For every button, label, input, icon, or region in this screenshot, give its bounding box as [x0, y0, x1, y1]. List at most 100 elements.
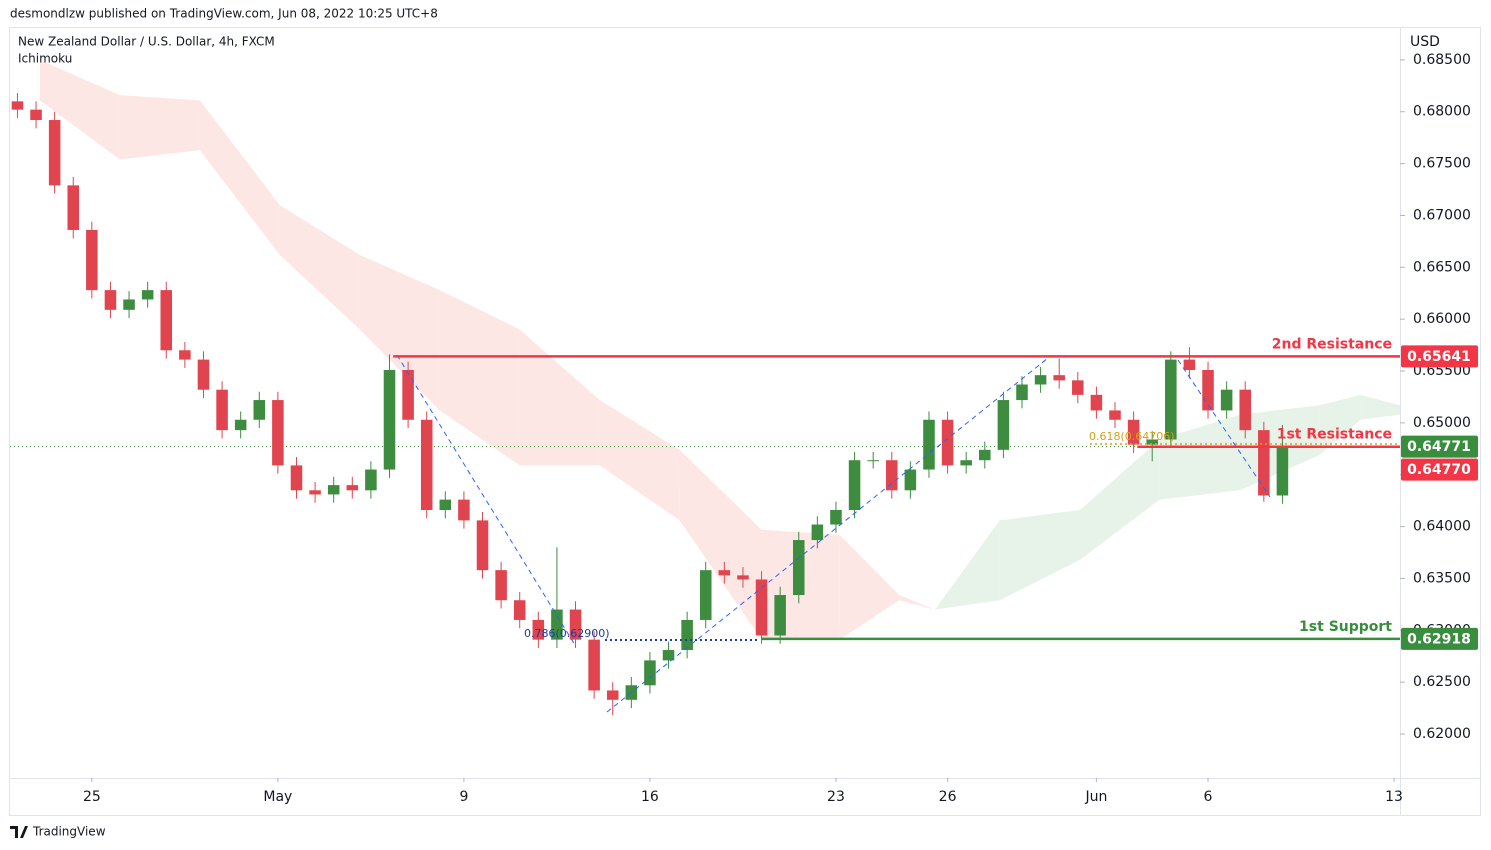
currency-label: USD [1410, 34, 1440, 50]
y-tick-label: 0.63500 [1413, 570, 1471, 586]
cloud-segment [839, 534, 900, 640]
candle-body [290, 465, 303, 491]
candles [11, 93, 1289, 716]
candle-body [141, 290, 154, 300]
price-box-bg [1401, 458, 1478, 481]
candle-body [30, 109, 42, 121]
candle-body [420, 419, 433, 510]
ichimoku-cloud [10, 59, 1400, 640]
candle-body [904, 469, 917, 491]
brand-name: TradingView [32, 825, 106, 839]
fib-label: 0.618(0.64706) [1089, 430, 1175, 443]
y-tick-label: 0.65000 [1413, 415, 1471, 431]
candle-body [104, 290, 117, 310]
level-name: 2nd Resistance [1272, 336, 1392, 352]
candle-body [886, 460, 898, 491]
y-tick-label: 0.67000 [1413, 207, 1471, 223]
x-tick-label: 16 [641, 789, 659, 805]
candle-body [402, 369, 414, 420]
cloud-segment [999, 509, 1081, 601]
candle-body [327, 485, 340, 495]
candle-body [867, 460, 879, 462]
candle-body [48, 120, 61, 186]
y-tick-label: 0.66500 [1413, 259, 1471, 275]
candle-body [960, 460, 972, 466]
candle-body [1146, 439, 1158, 445]
cloud-segment [679, 449, 762, 640]
candle-body [588, 639, 600, 691]
y-tick-label: 0.68500 [1413, 52, 1471, 68]
candle-body [718, 570, 731, 576]
candle-body [309, 490, 321, 495]
candle-body [1072, 380, 1084, 395]
cloud-segment [119, 95, 200, 160]
candle-body [774, 595, 786, 636]
candle-body [476, 520, 489, 571]
price-box-bg [1401, 435, 1478, 458]
y-tick-label: 0.64000 [1413, 519, 1471, 535]
y-tick-label: 0.66000 [1413, 311, 1471, 327]
candle-body [234, 419, 247, 431]
brand-logo: TradingView [10, 825, 106, 839]
candle-body [495, 570, 507, 601]
candle-body [253, 400, 266, 420]
cloud-segment [1080, 439, 1160, 560]
fib-label: 0.786(0.62900) [524, 627, 610, 640]
x-tick-label: 23 [827, 789, 845, 805]
x-tick-label: 9 [459, 789, 468, 805]
x-tick-label: Jun [1084, 789, 1107, 805]
cloud-segment [519, 329, 600, 466]
x-tick-label: 25 [83, 789, 101, 805]
y-tick-label: 0.62000 [1413, 726, 1471, 742]
cloud-segment [279, 205, 360, 330]
candle-body [699, 570, 712, 620]
publisher-line: desmondlzw published on TradingView.com,… [10, 7, 438, 21]
candle-body [179, 350, 191, 360]
candle-body [1034, 375, 1047, 385]
candle-body [458, 499, 470, 521]
cloud-segment [599, 400, 680, 521]
candle-body [830, 509, 842, 525]
candle-body [923, 419, 935, 470]
symbol-title: New Zealand Dollar / U.S. Dollar, 4h, FX… [18, 35, 275, 49]
candle-body [737, 575, 749, 580]
cloud-segment [899, 595, 935, 610]
candle-body [513, 600, 526, 620]
candle-body [644, 660, 656, 686]
candle-body [346, 485, 359, 491]
candle-body [979, 449, 991, 461]
candle-body [86, 229, 98, 291]
candle-body [532, 619, 545, 640]
x-tick-label: May [263, 789, 292, 805]
price-box-label: 0.64770 [1407, 462, 1471, 478]
candle-body [1183, 359, 1196, 370]
price-box-bg [1401, 627, 1478, 650]
cloud-segment [199, 100, 280, 255]
candle-body [569, 609, 582, 640]
candle-body [160, 290, 173, 351]
chart-frame [9, 27, 1481, 816]
candle-body [1239, 389, 1251, 431]
candle-body [811, 524, 824, 541]
candle-body [551, 609, 563, 640]
candle-body [1258, 430, 1270, 496]
fib-trend-line [1177, 359, 1271, 498]
level-price-box: 0.62918 [1401, 627, 1478, 650]
x-tick-label: 26 [939, 789, 957, 805]
y-tick-label: 0.68000 [1413, 104, 1471, 120]
price-box-label: 0.64771 [1407, 439, 1471, 455]
y-tick-label: 0.62500 [1413, 674, 1471, 690]
cloud-segment [439, 290, 520, 466]
fib-trend-line [606, 357, 1049, 713]
candle-body [1127, 419, 1140, 445]
candle-body [1053, 375, 1065, 381]
price-box-label: 0.62918 [1407, 631, 1471, 647]
candle-body [197, 359, 210, 390]
candle-body [67, 185, 80, 230]
cloud-segment [1319, 394, 1361, 456]
candle-body [123, 299, 135, 310]
level-name: 1st Resistance [1277, 427, 1392, 443]
candle-body [439, 499, 452, 510]
